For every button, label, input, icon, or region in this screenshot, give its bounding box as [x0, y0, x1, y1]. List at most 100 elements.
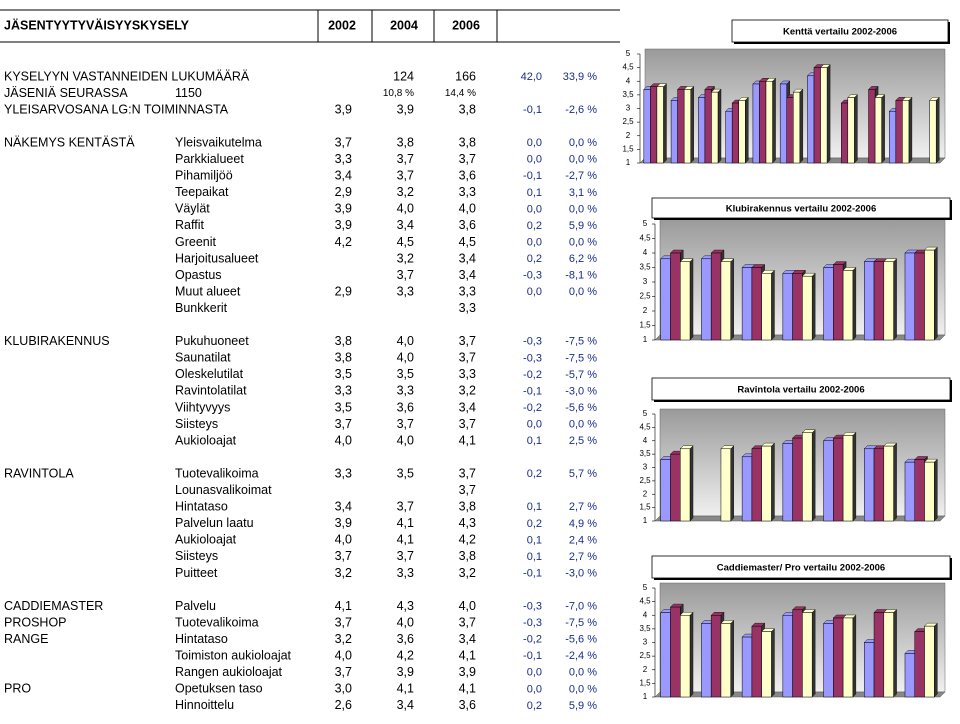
table-cell: 4,1 [397, 682, 414, 696]
bar [779, 83, 787, 164]
table-cell: Pihamiljöö [175, 169, 233, 183]
bar-side [811, 429, 816, 522]
bar [683, 89, 691, 164]
bar [679, 448, 691, 522]
table-cell: -2,4 % [565, 650, 597, 662]
table-cell: 3,7 [459, 483, 476, 497]
bar [660, 612, 671, 698]
bar-side [852, 266, 857, 341]
table-cell: 3,3 [335, 152, 352, 166]
table-cell: 3,4 [459, 268, 476, 282]
bar-side [771, 628, 775, 698]
table-cell: JÄSENIÄ SEURASSA [4, 86, 128, 100]
table-cell: 3,9 [397, 102, 414, 116]
table-cell: PRO [4, 682, 31, 696]
y-tick-label: 2 [643, 489, 648, 498]
table-cell: 4,0 [397, 202, 414, 216]
bar [868, 89, 876, 164]
bar [710, 615, 722, 698]
table-cell: 0,0 % [569, 286, 597, 298]
y-tick-label: 4,5 [622, 63, 634, 72]
table-cell: 3,4 [397, 218, 414, 232]
table-cell: 4,3 [459, 516, 476, 530]
bar [842, 270, 854, 341]
table-cell: 4,0 [397, 615, 414, 629]
bar [873, 448, 885, 522]
table-cell: 4,0 [335, 433, 352, 447]
table-cell: 3,7 [459, 466, 476, 480]
table-cell: 3,7 [335, 615, 352, 629]
y-tick-label: 5 [626, 49, 631, 58]
y-tick-label: 2,5 [639, 651, 651, 660]
table-cell: 10,8 % [383, 88, 414, 99]
y-tick-label: 3 [643, 638, 648, 647]
sheet-title: JÄSENTYYTYVÄISYYSKYSELY [4, 17, 190, 32]
bar [864, 642, 875, 698]
bar-side [799, 88, 804, 164]
table-cell: 0,0 % [569, 137, 597, 149]
y-tick-label: 3,5 [639, 449, 651, 458]
y-tick-label: 3 [626, 104, 631, 113]
table-cell: 4,1 [459, 433, 476, 447]
y-tick-label: 1,5 [639, 678, 651, 687]
bar [752, 83, 760, 164]
table-cell: 4,0 [459, 599, 476, 613]
table-cell: 2,5 % [569, 435, 597, 447]
table-cell: -5,6 % [565, 402, 597, 414]
bar [782, 615, 793, 698]
table-cell: 2,4 % [569, 534, 597, 546]
table-cell: 4,0 [459, 202, 476, 216]
table-cell: 3,3 [459, 284, 476, 298]
table-cell: Ravintolatilat [175, 384, 247, 398]
table-cell: 3,4 [397, 698, 414, 712]
bar [759, 81, 767, 164]
bar [889, 110, 897, 164]
table-cell: 3,5 [397, 466, 414, 480]
y-tick-label: 3,5 [639, 263, 651, 272]
table-cell: 3,3 [397, 284, 414, 298]
bar [738, 100, 746, 164]
y-tick-label: 1,5 [639, 503, 651, 512]
bar [793, 91, 801, 164]
bar [660, 459, 671, 522]
table-cell: 3,4 [335, 169, 352, 183]
table-cell: 3,7 [397, 268, 414, 282]
table-cell: 4,2 [459, 533, 476, 547]
bar [864, 261, 875, 341]
y-tick-label: 4 [643, 610, 648, 619]
bar-side [854, 94, 858, 164]
chart-title: Kenttä vertailu 2002-2006 [783, 27, 897, 38]
bar [741, 636, 753, 698]
table-cell: 3,3 [459, 367, 476, 381]
table-cell: 0,0 % [569, 683, 597, 695]
bar-side [771, 269, 775, 341]
table-cell: -3,0 % [565, 567, 597, 579]
table-cell: -7,0 % [565, 601, 597, 613]
table-cell: Tuotevalikoima [175, 615, 259, 629]
table-cell: Yleisvaikutelma [175, 135, 262, 149]
bar-side [663, 83, 667, 164]
table-cell: 3,3 [335, 384, 352, 398]
bar [873, 612, 885, 698]
bar [761, 445, 772, 522]
bar-side [893, 258, 897, 341]
table-cell: 166 [455, 69, 476, 83]
y-tick-label: 3,5 [639, 624, 651, 633]
bar [711, 91, 719, 164]
table-cell: 33,9 % [563, 71, 597, 83]
table-cell: PROSHOP [4, 615, 67, 629]
bar [741, 267, 753, 341]
table-cell: 3,6 [459, 218, 476, 232]
table-cell: Saunatilat [175, 351, 231, 365]
bar-side [852, 614, 857, 698]
bar [701, 623, 712, 698]
bar [820, 67, 828, 164]
title-box [731, 19, 949, 43]
table-cell: 2,9 [335, 284, 352, 298]
y-tick-label: 1 [643, 692, 648, 701]
table-cell: 3,9 [335, 516, 352, 530]
table-cell: 3,7 [459, 351, 476, 365]
table-cell: 3,3 [459, 301, 476, 315]
bar [874, 97, 882, 164]
y-tick-label: 2,5 [639, 292, 651, 301]
